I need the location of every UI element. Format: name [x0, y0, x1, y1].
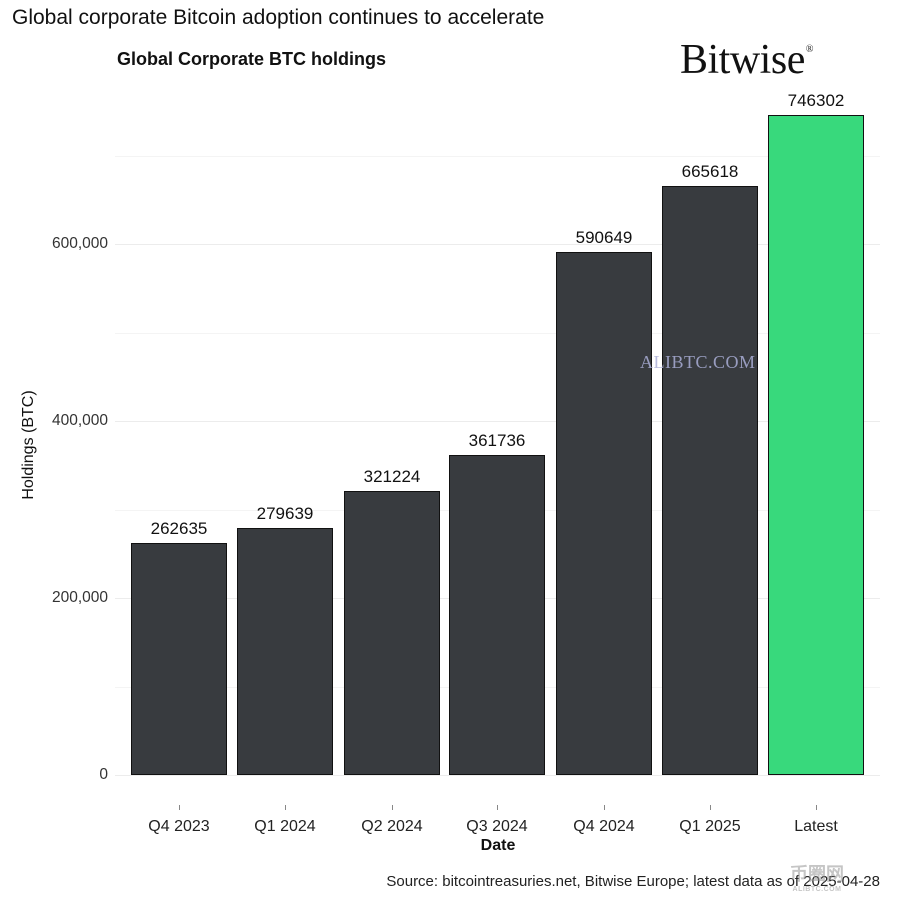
gridline	[115, 775, 880, 776]
x-tick-mark	[285, 805, 286, 810]
bar-value-label: 262635	[150, 518, 208, 538]
x-tick-mark	[392, 805, 393, 810]
gridline	[115, 244, 880, 245]
x-tick-mark	[816, 805, 817, 810]
bar-q1-2025	[662, 185, 758, 775]
y-tick-label: 400,000	[51, 412, 108, 429]
y-axis-label: Holdings (BTC)	[20, 390, 37, 500]
bar-value-label: 665618	[681, 161, 739, 181]
bar-value-label: 590649	[575, 228, 633, 248]
bar-q1-2024	[237, 527, 333, 775]
bar-q2-2024	[344, 490, 440, 775]
y-tick-label: 600,000	[51, 235, 108, 252]
bar-value-label: 279639	[256, 503, 314, 523]
gridline	[115, 421, 880, 422]
x-tick-label: Q1 2024	[254, 818, 316, 835]
x-tick-mark	[179, 805, 180, 810]
corner-watermark-logo: 币圈网 ALIBTC.COM	[790, 860, 844, 893]
gridline	[115, 155, 880, 157]
bar-q3-2024	[449, 454, 545, 775]
watermark: ALIBTC.COM	[640, 352, 756, 372]
y-tick-label: 0	[99, 766, 108, 783]
x-tick-mark	[604, 805, 605, 810]
x-tick-label: Q3 2024	[466, 818, 528, 835]
bar-latest	[768, 114, 864, 775]
bar-q4-2023	[131, 542, 227, 775]
bar-q4-2024	[556, 252, 652, 775]
chart-title: Global corporate Bitcoin adoption contin…	[12, 6, 545, 29]
registered-mark: ®	[805, 44, 814, 55]
x-tick-label: Latest	[794, 818, 838, 835]
bitwise-logo: Bitwise®	[680, 36, 813, 84]
bar-value-label: 746302	[787, 90, 845, 110]
gridline	[115, 332, 880, 334]
chart-subtitle: Global Corporate BTC holdings	[117, 49, 386, 69]
source-note: Source: bitcointreasuries.net, Bitwise E…	[386, 873, 880, 890]
x-axis-label: Date	[480, 837, 516, 854]
x-tick-mark	[710, 805, 711, 810]
x-tick-mark	[497, 805, 498, 810]
x-tick-label: Q4 2023	[148, 818, 210, 835]
x-tick-label: Q1 2025	[679, 818, 741, 835]
logo-text: Bitwise	[680, 37, 805, 83]
bar-value-label: 361736	[468, 430, 526, 450]
corner-watermark-text: 币圈网	[790, 864, 844, 884]
y-tick-label: 200,000	[51, 589, 108, 606]
corner-watermark-sub: ALIBTC.COM	[792, 886, 842, 893]
x-tick-label: Q2 2024	[361, 818, 423, 835]
x-tick-label: Q4 2024	[573, 818, 635, 835]
bar-value-label: 321224	[363, 466, 421, 486]
